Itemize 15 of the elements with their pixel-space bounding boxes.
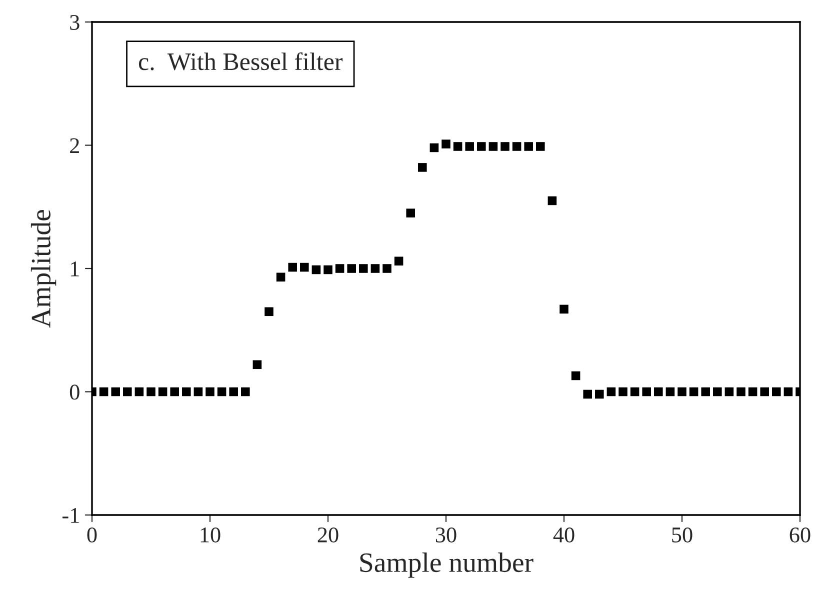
y-tick-label: 2 [70,138,79,153]
x-axis-title: Sample number [360,552,534,578]
y-tick-label: 1 [71,262,79,276]
y-tick-label: 0 [70,384,80,400]
x-tick-label: 60 [790,527,810,542]
y-tick-label: -1 [62,508,79,523]
x-tick-label: 30 [436,527,456,542]
x-tick-label: 0 [87,527,97,542]
annotation: c. With Bessel filter [138,52,343,70]
x-tick-label: 20 [318,527,338,542]
y-axis-title: Amplitude [30,210,56,328]
y-tick-label: 3 [70,14,80,30]
x-tick-label: 10 [200,527,220,542]
x-tick-label: 50 [672,527,692,542]
x-tick-label: 40 [553,527,574,542]
